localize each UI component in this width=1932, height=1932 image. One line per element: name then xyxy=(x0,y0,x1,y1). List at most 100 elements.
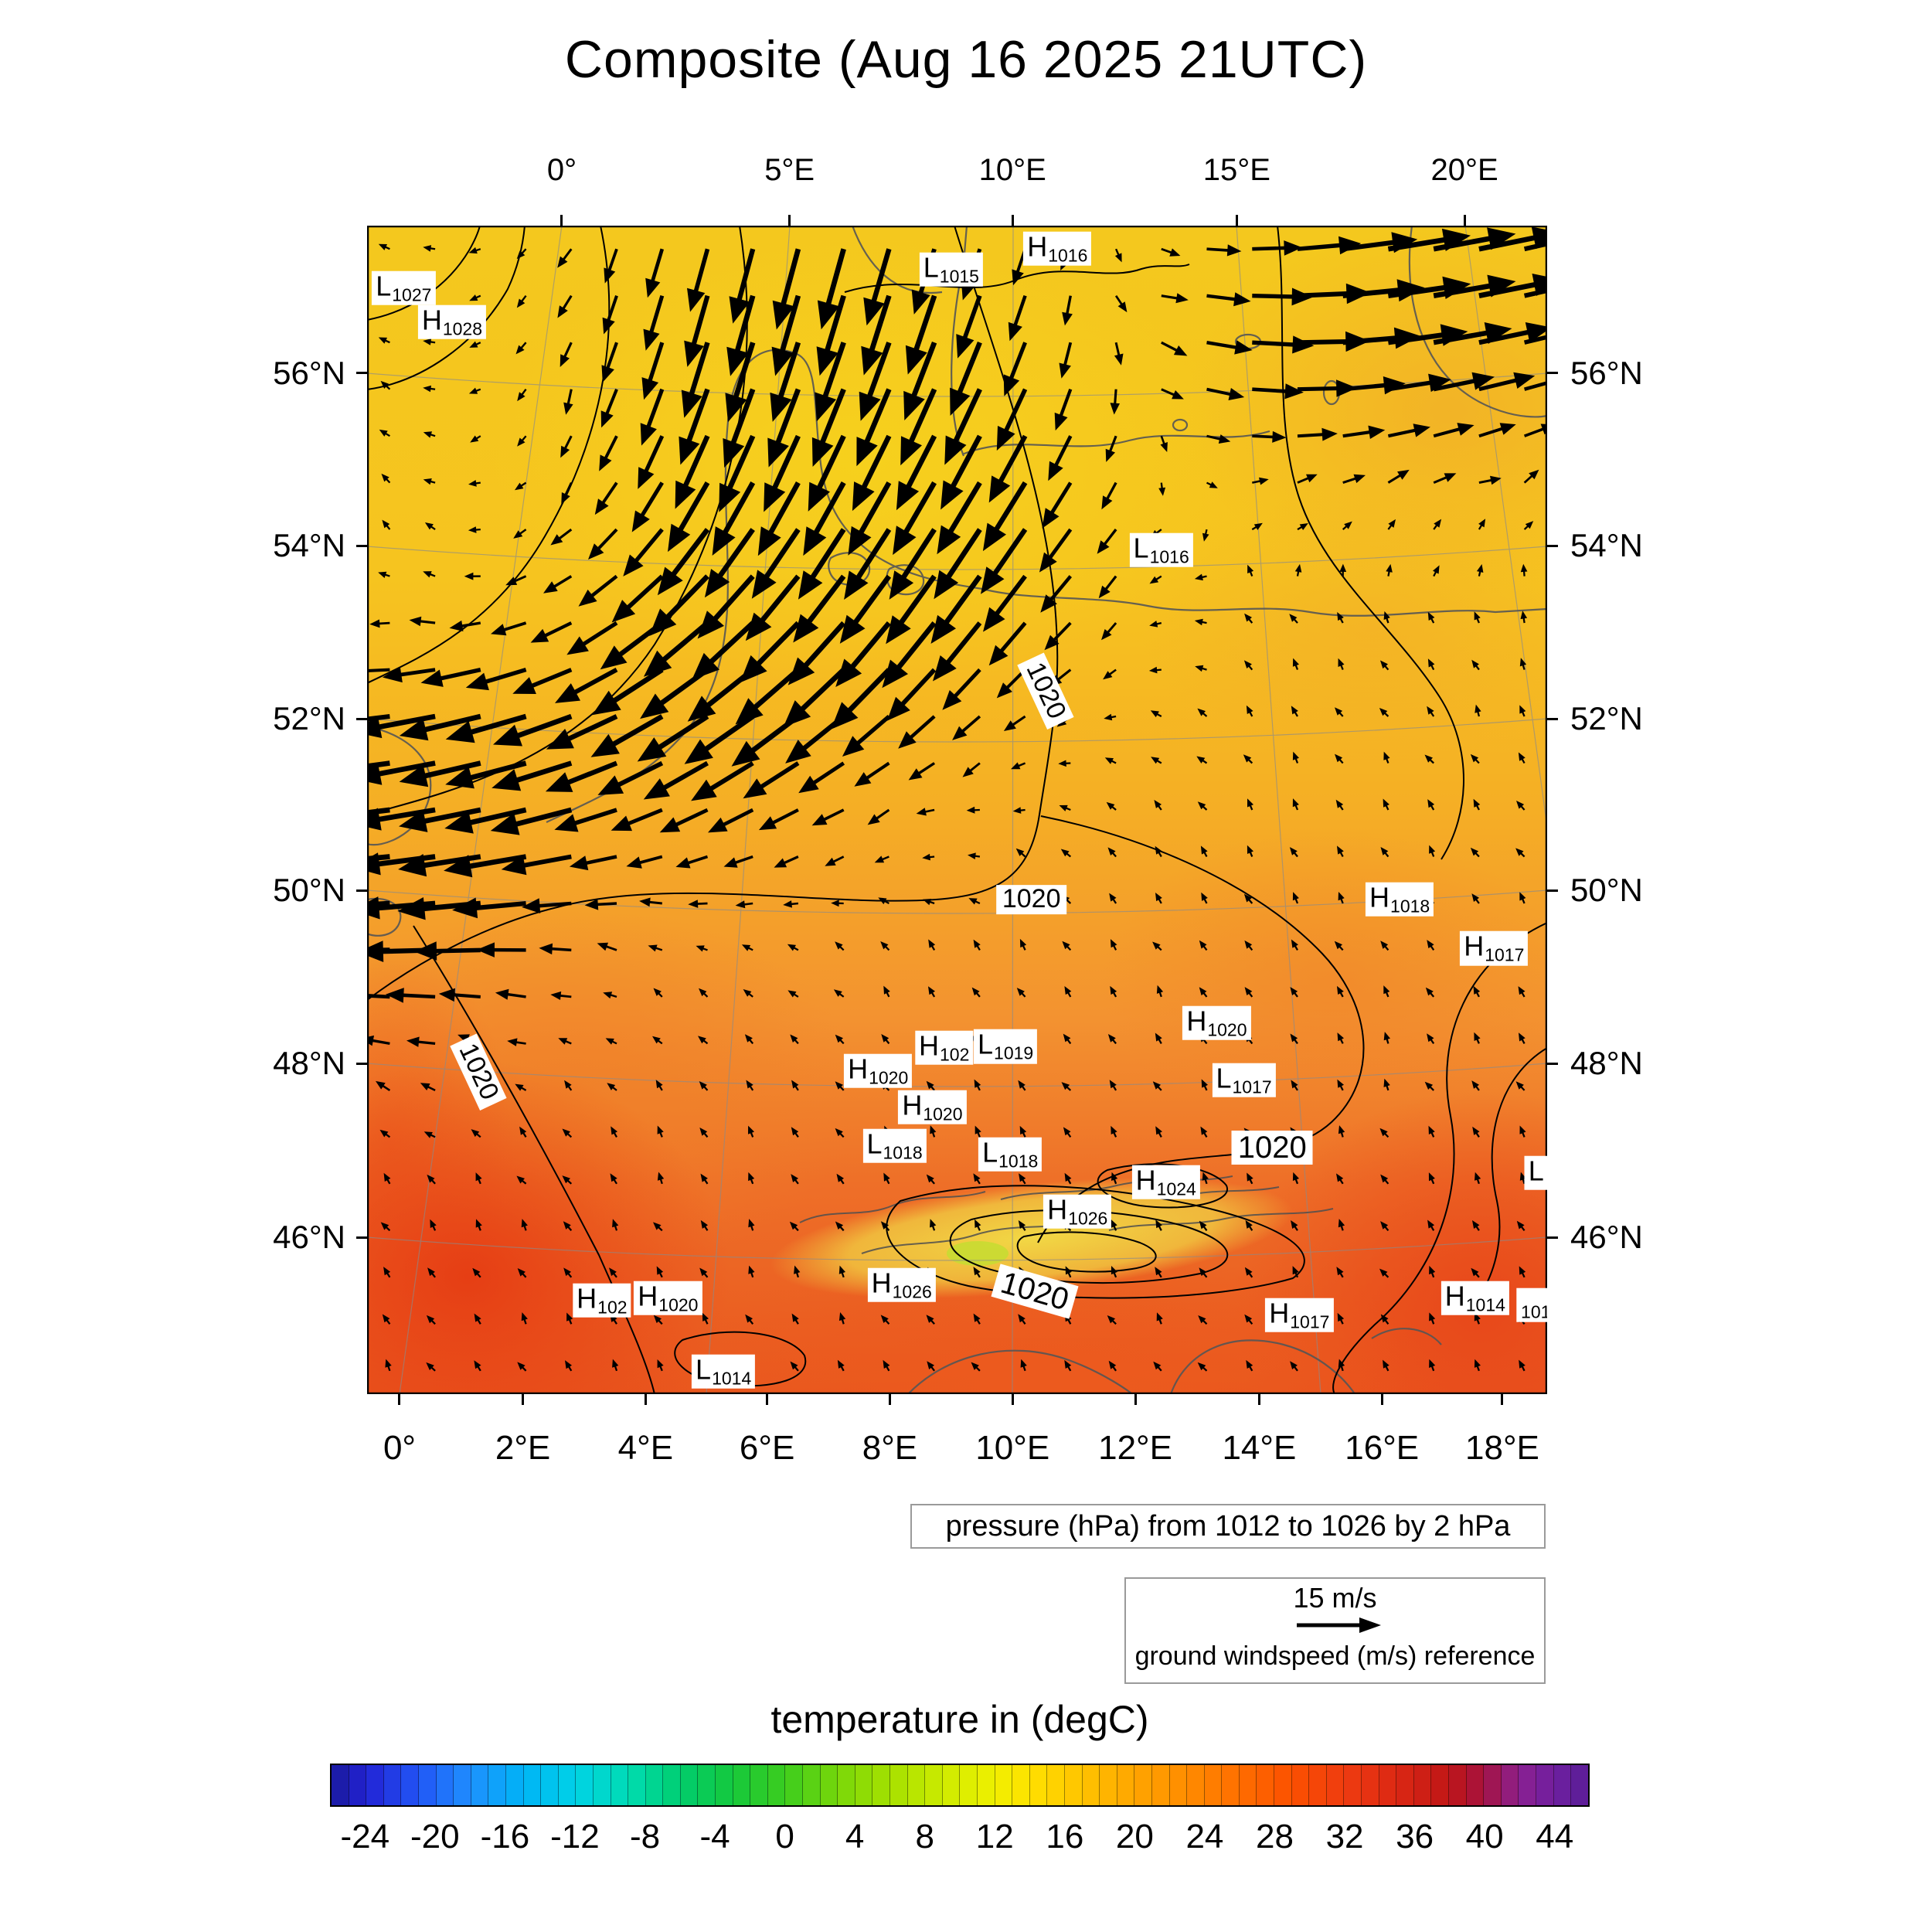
pressure-value: 1016 xyxy=(1149,546,1189,567)
pressure-value: 1014 xyxy=(712,1368,752,1389)
axis-tick-bottom xyxy=(1380,1394,1383,1405)
colorbar-tick-label: 8 xyxy=(915,1818,934,1855)
colorbar-segment xyxy=(1082,1765,1100,1805)
colorbar-tick-label: 40 xyxy=(1465,1818,1504,1855)
pressure-value: 1015 xyxy=(939,266,979,287)
pressure-letter: L xyxy=(696,1353,712,1386)
axis-label-bottom: 4°E xyxy=(617,1429,674,1467)
pressure-value: 1020 xyxy=(869,1067,909,1088)
pressure-letter: L xyxy=(1133,532,1149,564)
colorbar-segment xyxy=(383,1765,402,1805)
pressure-letter: H xyxy=(638,1280,658,1312)
colorbar-segment xyxy=(872,1765,890,1805)
axis-label-bottom: 18°E xyxy=(1465,1429,1539,1467)
pressure-label: H102 xyxy=(915,1030,974,1065)
pressure-letter: L xyxy=(866,1128,883,1160)
colorbar-segment xyxy=(558,1765,577,1805)
pressure-label: H1026 xyxy=(867,1267,936,1302)
colorbar-segment xyxy=(803,1765,821,1805)
axis-label-right: 54°N xyxy=(1570,527,1643,564)
axis-label-top: 5°E xyxy=(764,153,815,187)
wind-legend-caption: ground windspeed (m/s) reference xyxy=(1134,1641,1536,1671)
colorbar-segment xyxy=(785,1765,804,1805)
colorbar-tick-label: 32 xyxy=(1325,1818,1364,1855)
pressure-label: H1018 xyxy=(1366,882,1434,917)
colorbar-segment xyxy=(663,1765,681,1805)
axis-label-top: 10°E xyxy=(978,153,1046,187)
colorbar-segment xyxy=(1257,1765,1275,1805)
pressure-letter: H xyxy=(1444,1280,1465,1312)
axis-label-right: 50°N xyxy=(1570,872,1643,909)
colorbar-tick-label: 16 xyxy=(1046,1818,1084,1855)
colorbar-segment xyxy=(942,1765,961,1805)
colorbar-segment xyxy=(1100,1765,1117,1805)
colorbar-segment xyxy=(1344,1765,1362,1805)
pressure-value: 1028 xyxy=(442,318,483,339)
axis-label-bottom: 10°E xyxy=(975,1429,1050,1467)
colorbar-tick-label: 44 xyxy=(1536,1818,1574,1855)
colorbar-tick-label: 20 xyxy=(1115,1818,1154,1855)
axis-tick-top xyxy=(1235,215,1238,226)
colorbar-segment xyxy=(523,1765,542,1805)
pressure-caption: pressure (hPa) from 1012 to 1026 by 2 hP… xyxy=(910,1504,1546,1549)
axis-tick-bottom xyxy=(1011,1394,1014,1405)
pressure-label: H1020 xyxy=(634,1281,702,1315)
colorbar-tick-label: -20 xyxy=(410,1818,460,1855)
colorbar-segment xyxy=(401,1765,419,1805)
colorbar-segment xyxy=(1553,1765,1572,1805)
colorbar-segment xyxy=(1379,1765,1397,1805)
axis-tick-right xyxy=(1547,372,1558,374)
pressure-value: 1020 xyxy=(1207,1019,1247,1040)
colorbar-segment xyxy=(1274,1765,1292,1805)
axis-tick-left xyxy=(356,1062,367,1065)
pressure-label: H1017 xyxy=(1265,1298,1334,1333)
axis-label-top: 20°E xyxy=(1430,153,1498,187)
colorbar-segment xyxy=(925,1765,943,1805)
axis-tick-left xyxy=(356,544,367,547)
pressure-value: 1017 xyxy=(1485,945,1525,966)
colorbar-segment xyxy=(418,1765,437,1805)
pressure-label: L1017 xyxy=(1212,1063,1276,1098)
axis-label-bottom: 16°E xyxy=(1345,1429,1420,1467)
pressure-letter: L xyxy=(1528,1155,1544,1187)
colorbar-segment xyxy=(349,1765,367,1805)
contour-label: 1020 xyxy=(995,885,1067,915)
axis-label-left: 54°N xyxy=(273,527,345,564)
colorbar-segment xyxy=(820,1765,838,1805)
pressure-value: 1027 xyxy=(392,284,432,305)
axis-tick-left xyxy=(356,372,367,374)
colorbar-segment xyxy=(1431,1765,1449,1805)
axis-tick-right xyxy=(1547,717,1558,720)
axis-label-left: 50°N xyxy=(273,872,345,909)
colorbar-segment xyxy=(576,1765,594,1805)
axis-label-bottom: 8°E xyxy=(862,1429,918,1467)
axis-tick-left xyxy=(356,889,367,892)
pressure-letter: H xyxy=(848,1053,869,1085)
colorbar-segment xyxy=(995,1765,1013,1805)
pressure-letter: L xyxy=(1216,1063,1232,1095)
pressure-label: L1014 xyxy=(692,1353,756,1389)
colorbar-segment xyxy=(471,1765,489,1805)
pressure-value: 1018 xyxy=(1390,896,1430,917)
wind-arrows xyxy=(367,226,1547,1372)
colorbar-segment xyxy=(593,1765,611,1805)
pressure-letter: L xyxy=(982,1136,998,1168)
colorbar-title: temperature in (degC) xyxy=(770,1698,1149,1741)
colorbar-tick-label: -16 xyxy=(480,1818,530,1855)
colorbar-segment xyxy=(1571,1765,1588,1805)
colorbar-tick-label: -12 xyxy=(550,1818,600,1855)
pressure-label: H1024 xyxy=(1131,1165,1200,1199)
axis-label-left: 46°N xyxy=(273,1219,345,1256)
pressure-letter: H xyxy=(1027,230,1048,263)
colorbar-labels: -24 -20 -16 -12 -8 -4 0 4 8 12 16 20 24 28 32 36 40 44 xyxy=(330,1818,1590,1864)
contour-label: 1020 xyxy=(1231,1130,1313,1165)
pressure-label: H1020 xyxy=(1182,1005,1251,1041)
axis-tick-bottom xyxy=(522,1394,525,1405)
colorbar-segment xyxy=(1396,1765,1414,1805)
axis-label-right: 46°N xyxy=(1570,1219,1643,1256)
colorbar-segment xyxy=(645,1765,664,1805)
pressure-value: 1017 xyxy=(1290,1311,1330,1332)
colorbar xyxy=(330,1764,1590,1807)
axis-label-right: 48°N xyxy=(1570,1045,1643,1082)
axis-label-bottom: 2°E xyxy=(495,1429,551,1467)
